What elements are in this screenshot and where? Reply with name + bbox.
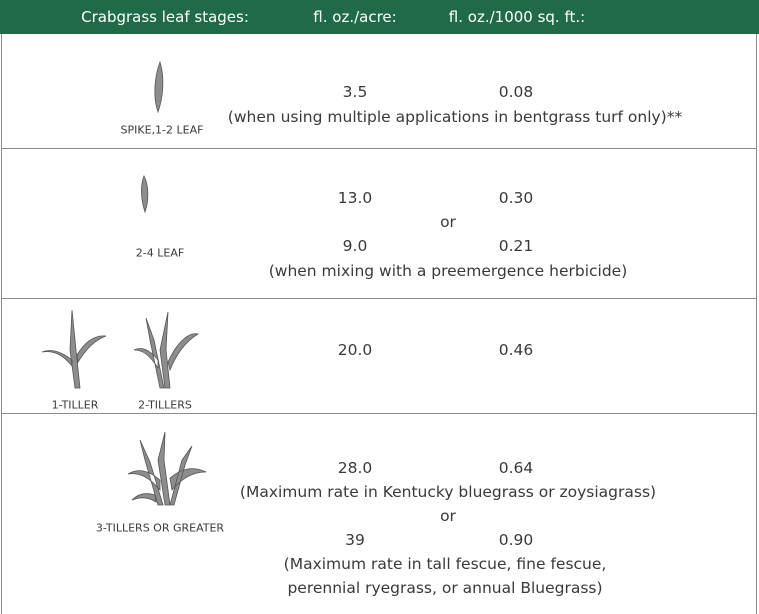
- rate-acre: 9.0: [343, 237, 368, 255]
- rate-acre: 13.0: [338, 189, 373, 207]
- rate-acre: 28.0: [338, 459, 373, 477]
- note: (Maximum rate in tall fescue, fine fescu…: [284, 555, 607, 573]
- rate-sqft: 0.46: [499, 341, 534, 359]
- stage-label: 1-TILLER: [52, 399, 99, 412]
- tiller-icon: [128, 432, 206, 505]
- or-text: or: [440, 507, 456, 525]
- page: Crabgrass leaf stages: fl. oz./acre: fl.…: [0, 0, 759, 614]
- note: (Maximum rate in Kentucky bluegrass or z…: [240, 483, 656, 501]
- rate-sqft: 0.08: [499, 83, 534, 101]
- rate-sqft: 0.64: [499, 459, 534, 477]
- or-text: or: [440, 213, 456, 231]
- spike-icon: [155, 62, 163, 112]
- tiller-icon: [42, 310, 106, 388]
- rate-sqft: 0.21: [499, 237, 534, 255]
- rate-acre: 20.0: [338, 341, 373, 359]
- stage-label: SPIKE,1-2 LEAF: [121, 124, 204, 137]
- rate-acre: 3.5: [343, 83, 368, 101]
- note: perennial ryegrass, or annual Bluegrass): [287, 579, 602, 597]
- note: (when using multiple applications in ben…: [228, 108, 682, 126]
- stage-label: 3-TILLERS OR GREATER: [96, 522, 224, 535]
- leaf-icon: [141, 176, 147, 212]
- rate-acre: 39: [345, 531, 365, 549]
- stage-label: 2-TILLERS: [138, 399, 192, 412]
- tiller-icon: [134, 312, 198, 388]
- rate-sqft: 0.30: [499, 189, 534, 207]
- note: (when mixing with a preemergence herbici…: [269, 262, 628, 280]
- stage-label: 2-4 LEAF: [136, 247, 184, 260]
- rate-sqft: 0.90: [499, 531, 534, 549]
